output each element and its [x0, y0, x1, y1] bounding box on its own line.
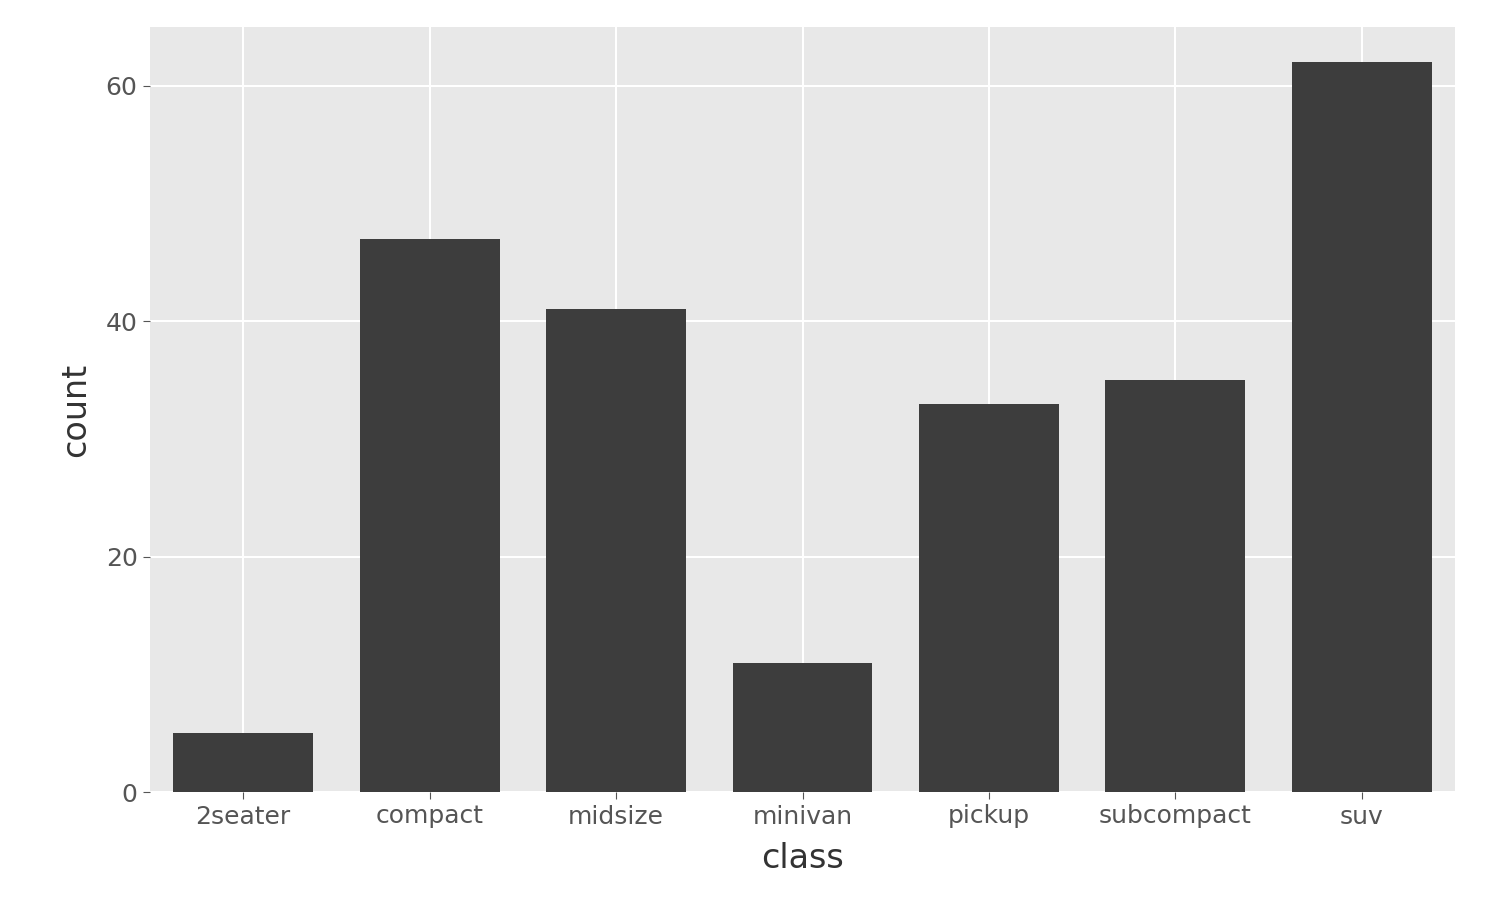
Bar: [174, 734, 314, 792]
X-axis label: class: class: [760, 842, 844, 876]
Bar: [920, 403, 1059, 792]
Bar: [732, 662, 873, 792]
Bar: [1292, 62, 1431, 792]
Bar: [546, 310, 686, 792]
Y-axis label: count: count: [58, 363, 92, 456]
Bar: [360, 238, 500, 792]
Bar: [1106, 380, 1245, 792]
